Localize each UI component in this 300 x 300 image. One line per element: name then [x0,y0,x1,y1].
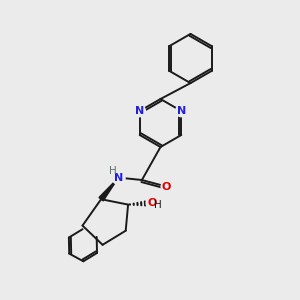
Text: O: O [147,198,157,208]
Circle shape [134,105,146,117]
Circle shape [146,197,158,209]
Circle shape [112,171,125,184]
Polygon shape [99,178,118,201]
Text: N: N [135,106,144,116]
Text: N: N [177,106,186,116]
Text: O: O [162,182,171,192]
Circle shape [161,181,172,192]
Text: H: H [109,166,117,176]
Text: H: H [154,200,162,211]
Circle shape [176,105,187,117]
Text: N: N [114,172,123,183]
